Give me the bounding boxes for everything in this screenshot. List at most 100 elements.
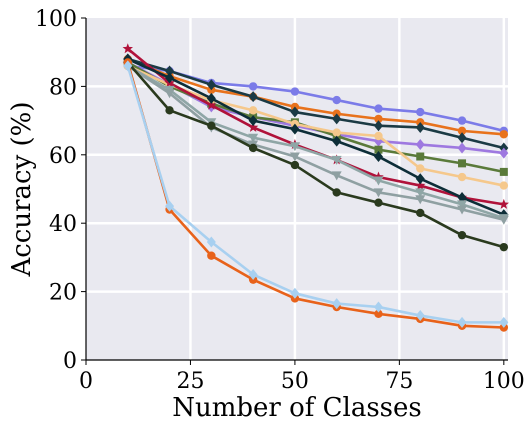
- data-point: [206, 236, 216, 248]
- data-point: [207, 251, 216, 260]
- data-point: [248, 106, 258, 115]
- data-point: [248, 143, 258, 153]
- data-point: [289, 142, 300, 152]
- data-point: [248, 91, 258, 103]
- data-point: [290, 123, 300, 135]
- data-point: [374, 198, 383, 207]
- series-line: [127, 64, 505, 220]
- data-point: [499, 147, 509, 159]
- y-axis-label: Accuracy (%): [7, 101, 37, 277]
- data-point: [457, 200, 468, 210]
- data-point: [457, 132, 467, 144]
- series-group: [122, 43, 510, 332]
- data-point: [248, 115, 258, 127]
- y-tick-labels: 0 20 40 60 80 100: [35, 7, 86, 374]
- data-point: [499, 167, 508, 176]
- data-point: [165, 106, 174, 115]
- data-point: [415, 173, 425, 185]
- data-point: [290, 287, 300, 299]
- data-point: [373, 151, 383, 163]
- x-tick-label: 25: [176, 369, 204, 394]
- data-point: [374, 131, 383, 141]
- series-13: [123, 60, 509, 328]
- data-point: [331, 171, 342, 181]
- data-point: [499, 316, 509, 328]
- data-point: [416, 208, 425, 218]
- data-point: [248, 133, 259, 143]
- data-point: [332, 95, 341, 105]
- series-line: [126, 65, 504, 324]
- x-tick-label: 100: [483, 369, 525, 394]
- data-point: [290, 106, 300, 118]
- data-point: [373, 188, 384, 198]
- data-point: [373, 176, 384, 186]
- series-3: [123, 53, 509, 154]
- data-point: [332, 298, 342, 310]
- data-point: [332, 113, 342, 125]
- data-point: [331, 155, 342, 165]
- data-point: [373, 301, 383, 313]
- data-point: [206, 92, 216, 104]
- plot-background: [86, 18, 508, 360]
- y-tick-label: 80: [49, 75, 77, 100]
- data-point: [457, 316, 467, 328]
- series-line: [127, 57, 505, 150]
- y-tick-label: 20: [49, 281, 77, 306]
- data-point: [164, 89, 175, 99]
- data-point: [457, 116, 467, 125]
- series-line: [127, 64, 505, 187]
- data-point: [206, 99, 217, 110]
- data-point: [248, 82, 258, 91]
- data-point: [499, 130, 509, 139]
- data-point: [207, 121, 216, 130]
- data-point: [415, 139, 425, 151]
- data-point: [498, 198, 510, 209]
- data-point: [165, 200, 175, 212]
- data-point: [289, 152, 300, 162]
- data-point: [415, 180, 426, 191]
- data-point: [458, 159, 467, 168]
- data-point: [165, 72, 175, 84]
- data-point: [457, 126, 467, 136]
- data-point: [332, 128, 341, 137]
- data-point: [457, 172, 467, 182]
- data-point: [416, 107, 425, 117]
- data-point: [248, 269, 258, 280]
- series-line: [126, 62, 504, 329]
- data-point: [499, 181, 509, 190]
- data-point: [416, 164, 425, 173]
- data-point: [416, 152, 425, 161]
- x-tick-label: 75: [385, 369, 413, 394]
- x-tick-label: 50: [281, 369, 309, 394]
- data-point: [374, 145, 383, 154]
- data-point: [374, 309, 383, 319]
- series-line: [127, 57, 504, 136]
- y-tick-label: 0: [63, 349, 77, 374]
- data-point: [415, 310, 425, 322]
- data-point: [415, 195, 426, 205]
- x-tick-labels: 0 25 50 75 100: [79, 360, 525, 394]
- y-tick-label: 60: [49, 144, 77, 169]
- y-tick-label: 40: [49, 212, 77, 237]
- data-point: [374, 114, 383, 124]
- data-point: [122, 43, 134, 54]
- data-point: [247, 121, 259, 132]
- data-point: [373, 120, 383, 132]
- data-point: [457, 142, 467, 154]
- data-point: [498, 215, 509, 225]
- data-point: [206, 79, 216, 91]
- data-point: [290, 160, 300, 170]
- data-point: [290, 87, 300, 96]
- data-point: [165, 65, 175, 77]
- data-point: [332, 135, 342, 147]
- data-point: [332, 188, 341, 197]
- data-point: [374, 104, 383, 113]
- x-axis-label: Number of Classes: [172, 393, 422, 423]
- data-point: [457, 205, 468, 215]
- data-point: [499, 242, 509, 252]
- data-point: [457, 192, 467, 204]
- data-point: [123, 60, 133, 72]
- data-point: [415, 121, 425, 133]
- series-line: [127, 64, 505, 222]
